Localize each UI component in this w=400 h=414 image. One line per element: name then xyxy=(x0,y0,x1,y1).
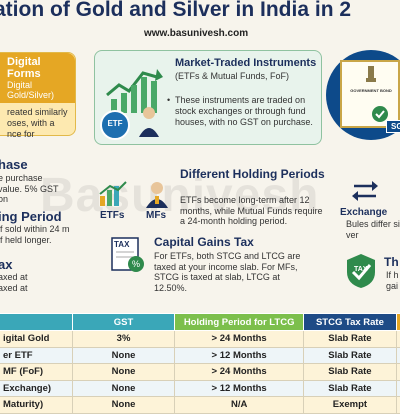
website-url: www.basunivesh.com xyxy=(144,28,249,39)
table-row: Exchange) None > 12 Months Slab Rate xyxy=(0,379,400,397)
tax-document-icon: % xyxy=(111,237,144,272)
shield-icon xyxy=(347,254,375,288)
bond-document-icon xyxy=(340,60,400,128)
digital-forms-header: Digital Forms Digital Gold/Silver) xyxy=(0,53,75,103)
header-cell-gst: GST xyxy=(71,313,176,331)
row-label: Exchange) xyxy=(0,379,73,397)
market-traded-card: ETF Market-Traded Instruments (ETFs & Mu… xyxy=(94,50,322,145)
cell-holding: > 12 Months xyxy=(174,346,304,364)
header-cell-holding: Holding Period for LTCG xyxy=(174,313,304,331)
cell-holding: > 12 Months xyxy=(174,379,304,397)
tax-summary-table: GST Holding Period for LTCG STCG Tax Rat… xyxy=(0,313,400,414)
cell-gst: None xyxy=(71,379,176,397)
cell-stcg: Slab Rate xyxy=(302,379,397,397)
table-row: er ETF None > 12 Months Slab Rate xyxy=(0,346,400,364)
cell-stcg: Slab Rate xyxy=(302,363,397,381)
capital-gains-title: Capital Gains Tax xyxy=(154,235,254,249)
market-traded-subtitle: (ETFs & Mutual Funds, FoF) xyxy=(175,71,290,81)
table-header-row: GST Holding Period for LTCG STCG Tax Rat… xyxy=(0,313,400,331)
sgb-tag: SG xyxy=(386,120,400,133)
market-traded-text: These instruments are traded on stock ex… xyxy=(167,95,319,128)
holding-left-text: if sold within 24 m if held longer. xyxy=(0,224,70,245)
holding-periods-text: ETFs become long-term after 12 months, w… xyxy=(180,195,323,226)
tax-left-text: axed at axed at xyxy=(0,272,28,293)
shield-label: TAX xyxy=(354,266,368,273)
cell-gst: None xyxy=(71,363,176,381)
purchase-text: e purchase value. 5% GST on xyxy=(0,173,59,204)
tax-right-text: If h gai xyxy=(386,270,399,291)
cell-extra xyxy=(395,346,400,364)
mfs-icon-label: MFs xyxy=(146,210,166,221)
holding-periods-title: Different Holding Periods xyxy=(180,167,325,181)
table-row: igital Gold 3% > 24 Months Slab Rate xyxy=(0,330,400,348)
digital-forms-subtitle: Digital Gold/Silver) xyxy=(7,80,55,100)
cell-gst: None xyxy=(71,396,176,414)
watermark: Basunivesh xyxy=(40,169,320,222)
cell-extra xyxy=(395,363,400,381)
cell-holding: > 24 Months xyxy=(174,330,304,348)
row-label: Maturity) xyxy=(0,396,73,414)
etf-chart-icon xyxy=(99,181,127,206)
cell-extra xyxy=(395,330,400,348)
row-label: MF (FoF) xyxy=(0,363,73,381)
seal-icon xyxy=(372,106,388,122)
digital-forms-text: reated similarly oses, with a nce for xyxy=(7,107,68,139)
emblem-icon xyxy=(366,66,376,82)
fund-manager-icon xyxy=(146,182,168,208)
cell-gst: 3% xyxy=(71,330,176,348)
row-label: er ETF xyxy=(0,346,73,364)
bond-document-label: GOVERNMENT BOND xyxy=(350,88,392,93)
exchange-icon xyxy=(352,181,378,201)
capital-gains-text: For ETFs, both STCG and LTCG are taxed a… xyxy=(154,251,301,293)
etf-badge-label: ETF xyxy=(107,119,123,128)
svg-text:%: % xyxy=(132,259,140,269)
header-cell-stcg: STCG Tax Rate xyxy=(302,313,397,331)
tax-document-label: TAX xyxy=(114,240,130,249)
row-label: igital Gold xyxy=(0,330,73,348)
digital-forms-card: Digital Forms Digital Gold/Silver) reate… xyxy=(0,52,76,139)
page-title: ation of Gold and Silver in India in 2 xyxy=(0,0,352,21)
cell-holding: > 24 Months xyxy=(174,363,304,381)
exchange-title: Exchange xyxy=(340,207,388,218)
cell-gst: None xyxy=(71,346,176,364)
cell-holding: N/A xyxy=(174,396,304,414)
digital-forms-title: Digital Forms xyxy=(7,56,41,80)
header-cell xyxy=(0,313,73,331)
cell-extra xyxy=(395,396,400,414)
market-traded-title: Market-Traded Instruments xyxy=(175,57,317,69)
cell-stcg: Slab Rate xyxy=(302,330,397,348)
exchange-text: Bules differ si ver xyxy=(346,219,400,240)
cell-stcg: Exempt xyxy=(302,396,397,414)
purchase-title: hase xyxy=(0,157,28,172)
table-row: Maturity) None N/A Exempt xyxy=(0,396,400,414)
tax-right-title: Th xyxy=(384,255,399,269)
table-row: MF (FoF) None > 24 Months Slab Rate xyxy=(0,363,400,381)
etfs-icon-label: ETFs xyxy=(100,210,125,221)
etf-graphic-icon xyxy=(100,69,163,140)
tax-left-title: ax xyxy=(0,257,13,272)
holding-left-title: ing Period xyxy=(0,209,62,224)
cell-extra xyxy=(395,379,400,397)
cell-stcg: Slab Rate xyxy=(302,346,397,364)
header-cell-extra xyxy=(395,313,400,331)
